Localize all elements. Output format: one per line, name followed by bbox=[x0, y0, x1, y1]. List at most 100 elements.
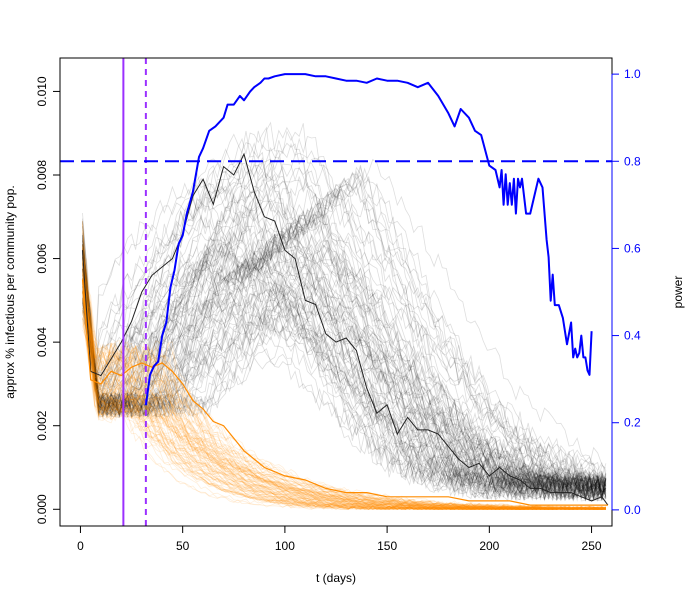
orange-simulation-line bbox=[82, 248, 606, 510]
orange-simulation-line bbox=[82, 292, 606, 510]
axes: 0 50 100 150 200 250 0.000 0.002 0.004 0.006 0.008… bbox=[35, 57, 641, 553]
grey-simulation-line bbox=[82, 282, 607, 497]
grey-simulation-line bbox=[82, 121, 607, 496]
grey-simulation-line bbox=[82, 244, 607, 498]
x-tick-label: 200 bbox=[479, 539, 499, 553]
grey-simulation-line bbox=[82, 231, 607, 502]
grey-simulation-line bbox=[82, 234, 607, 482]
y-axis-title: approx % infectious per community pop. bbox=[3, 185, 17, 398]
grey-simulation-line bbox=[82, 225, 607, 502]
grey-simulation-line bbox=[82, 206, 607, 484]
orange-simulation-line bbox=[82, 299, 606, 510]
grey-simulation-line bbox=[82, 150, 607, 471]
orange-simulation-line bbox=[82, 239, 606, 510]
grey-simulation-line bbox=[82, 229, 607, 502]
orange-simulation-line bbox=[82, 247, 606, 510]
grey-simulation-line bbox=[82, 225, 607, 502]
orange-simulation-line bbox=[82, 254, 606, 510]
orange-simulation-line bbox=[82, 280, 607, 510]
orange-simulation-line bbox=[82, 289, 607, 510]
grey-simulation-line bbox=[82, 244, 607, 477]
orange-simulation-line bbox=[82, 271, 607, 510]
grey-simulation-line bbox=[82, 218, 607, 491]
orange-simulation-line bbox=[82, 220, 606, 510]
orange-simulation-line bbox=[82, 250, 606, 510]
grey-simulation-line bbox=[82, 257, 607, 498]
y2-tick-label: 0.6 bbox=[624, 241, 641, 255]
y-tick-label: 0.010 bbox=[35, 76, 49, 106]
orange-simulation-line bbox=[82, 269, 607, 510]
grey-simulation-line bbox=[82, 213, 607, 491]
grey-simulation-line bbox=[82, 169, 607, 500]
orange-simulation-line bbox=[82, 293, 607, 510]
grey-simulation-line bbox=[82, 188, 607, 492]
grey-simulation-line bbox=[82, 212, 607, 494]
orange-simulation-line bbox=[82, 285, 607, 510]
orange-simulation-line bbox=[82, 266, 607, 510]
orange-simulation-line bbox=[82, 220, 606, 510]
grey-simulation-line bbox=[82, 235, 607, 489]
orange-simulation-line bbox=[82, 262, 606, 510]
orange-simulation-line bbox=[82, 257, 606, 510]
grey-simulation-line bbox=[82, 232, 607, 494]
grey-simulation-ensemble bbox=[82, 121, 607, 503]
orange-simulation-line bbox=[82, 310, 607, 510]
orange-simulation-line bbox=[82, 260, 607, 510]
orange-simulation-line bbox=[82, 326, 607, 510]
orange-simulation-line bbox=[82, 290, 606, 510]
orange-simulation-line bbox=[82, 222, 606, 510]
x-tick-label: 0 bbox=[77, 539, 84, 553]
orange-simulation-line bbox=[82, 254, 607, 510]
orange-simulation-line bbox=[82, 292, 607, 510]
orange-simulation-line bbox=[82, 279, 606, 510]
orange-simulation-line bbox=[82, 269, 606, 510]
grey-simulation-line bbox=[82, 268, 607, 497]
orange-simulation-line bbox=[82, 297, 607, 510]
orange-simulation-line bbox=[82, 291, 607, 510]
grey-simulation-line bbox=[82, 196, 607, 500]
grey-simulation-line bbox=[82, 130, 607, 499]
x-tick-label: 50 bbox=[176, 539, 190, 553]
grey-simulation-line bbox=[82, 265, 607, 494]
y2-tick-label: 1.0 bbox=[624, 67, 641, 81]
grey-simulation-line bbox=[82, 245, 606, 502]
orange-simulation-line bbox=[82, 311, 607, 510]
orange-simulation-line bbox=[82, 277, 606, 510]
orange-simulation-line bbox=[82, 255, 607, 510]
grey-simulation-line bbox=[82, 248, 607, 502]
orange-simulation-line bbox=[82, 268, 606, 510]
x-axis-title: t (days) bbox=[316, 571, 356, 585]
orange-simulation-line bbox=[82, 268, 606, 510]
grey-simulation-line bbox=[82, 235, 607, 501]
orange-simulation-line bbox=[82, 255, 606, 510]
reference-lines bbox=[60, 58, 612, 526]
orange-simulation-line bbox=[82, 244, 607, 510]
grey-simulation-line bbox=[82, 198, 607, 502]
grey-simulation-line bbox=[82, 274, 607, 501]
y-tick-label: 0.000 bbox=[35, 494, 49, 524]
orange-simulation-line bbox=[82, 289, 607, 510]
orange-simulation-line bbox=[82, 290, 606, 510]
orange-simulation-line bbox=[82, 247, 606, 510]
orange-simulation-line bbox=[82, 303, 607, 510]
orange-simulation-line bbox=[82, 247, 606, 510]
grey-simulation-line bbox=[82, 156, 607, 502]
orange-simulation-line bbox=[82, 317, 607, 510]
grey-simulation-line bbox=[82, 252, 607, 502]
grey-simulation-line bbox=[82, 185, 607, 500]
y2-tick-label: 0.8 bbox=[624, 154, 641, 168]
orange-simulation-line bbox=[82, 244, 607, 510]
grey-simulation-line bbox=[82, 142, 607, 488]
grey-simulation-line bbox=[82, 261, 607, 502]
grey-simulation-line bbox=[82, 156, 607, 499]
grey-simulation-line bbox=[82, 278, 607, 500]
grey-simulation-line bbox=[82, 123, 607, 501]
orange-simulation-line bbox=[82, 277, 606, 510]
grey-simulation-line bbox=[82, 279, 607, 496]
power-series bbox=[144, 73, 593, 406]
grey-simulation-line bbox=[82, 162, 607, 500]
orange-simulation-line bbox=[82, 264, 606, 510]
orange-simulation-line bbox=[82, 298, 607, 510]
grey-simulation-line bbox=[82, 240, 607, 498]
